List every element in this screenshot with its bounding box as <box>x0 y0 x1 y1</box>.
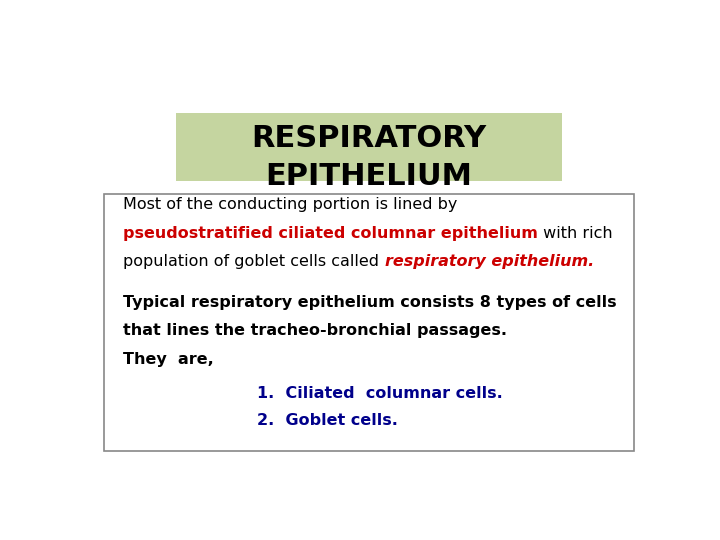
Text: population of goblet cells called: population of goblet cells called <box>124 254 384 268</box>
Text: 1.  Ciliated  columnar cells.: 1. Ciliated columnar cells. <box>258 386 503 401</box>
Text: that lines the tracheo-bronchial passages.: that lines the tracheo-bronchial passage… <box>124 323 508 339</box>
Text: pseudostratified ciliated columnar epithelium: pseudostratified ciliated columnar epith… <box>124 226 539 241</box>
Text: Most of the conducting portion is lined by: Most of the conducting portion is lined … <box>124 197 458 212</box>
Text: EPITHELIUM: EPITHELIUM <box>266 162 472 191</box>
Text: They  are,: They are, <box>124 352 215 367</box>
Text: with rich: with rich <box>539 226 613 241</box>
Text: respiratory epithelium.: respiratory epithelium. <box>384 254 594 268</box>
Text: RESPIRATORY: RESPIRATORY <box>251 124 487 152</box>
FancyBboxPatch shape <box>176 113 562 181</box>
Text: 2.  Goblet cells.: 2. Goblet cells. <box>258 413 398 428</box>
Text: Typical respiratory epithelium consists 8 types of cells: Typical respiratory epithelium consists … <box>124 295 617 310</box>
FancyBboxPatch shape <box>104 194 634 451</box>
